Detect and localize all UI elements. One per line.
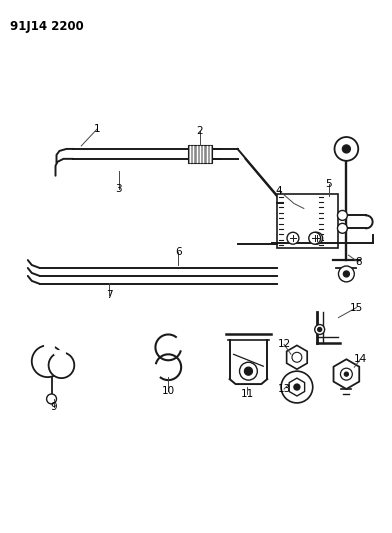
Circle shape [343,145,350,153]
Text: 2: 2 [197,126,203,136]
Bar [277,193,338,248]
Text: 7: 7 [105,290,112,300]
Circle shape [338,223,347,233]
Circle shape [309,232,321,244]
Circle shape [32,345,64,377]
Text: 8: 8 [355,257,361,267]
Circle shape [245,367,252,375]
Polygon shape [287,345,307,369]
Polygon shape [334,359,359,389]
Circle shape [334,137,358,161]
Text: 11: 11 [241,389,254,399]
Circle shape [287,232,299,244]
Circle shape [338,266,354,282]
Text: 13: 13 [278,384,291,394]
Circle shape [281,371,313,403]
Circle shape [49,352,74,378]
Text: 15: 15 [350,303,363,313]
Circle shape [318,327,322,332]
Text: 4: 4 [276,185,282,196]
Bar [188,145,212,163]
Text: 6: 6 [175,247,181,257]
Text: 1: 1 [94,124,100,134]
Text: 10: 10 [162,386,175,396]
Circle shape [294,384,300,390]
Polygon shape [289,378,305,396]
Text: 91J14 2200: 91J14 2200 [10,20,84,33]
Circle shape [338,211,347,220]
Circle shape [311,232,323,244]
Circle shape [340,368,352,380]
Circle shape [240,362,257,380]
Circle shape [47,394,56,404]
Circle shape [315,325,325,335]
Text: 3: 3 [116,183,122,193]
Text: 14: 14 [354,354,367,364]
Text: 5: 5 [325,179,332,189]
Circle shape [343,271,349,277]
Circle shape [345,372,348,376]
Text: 9: 9 [50,402,57,412]
Text: 12: 12 [278,340,291,350]
Circle shape [292,352,302,362]
